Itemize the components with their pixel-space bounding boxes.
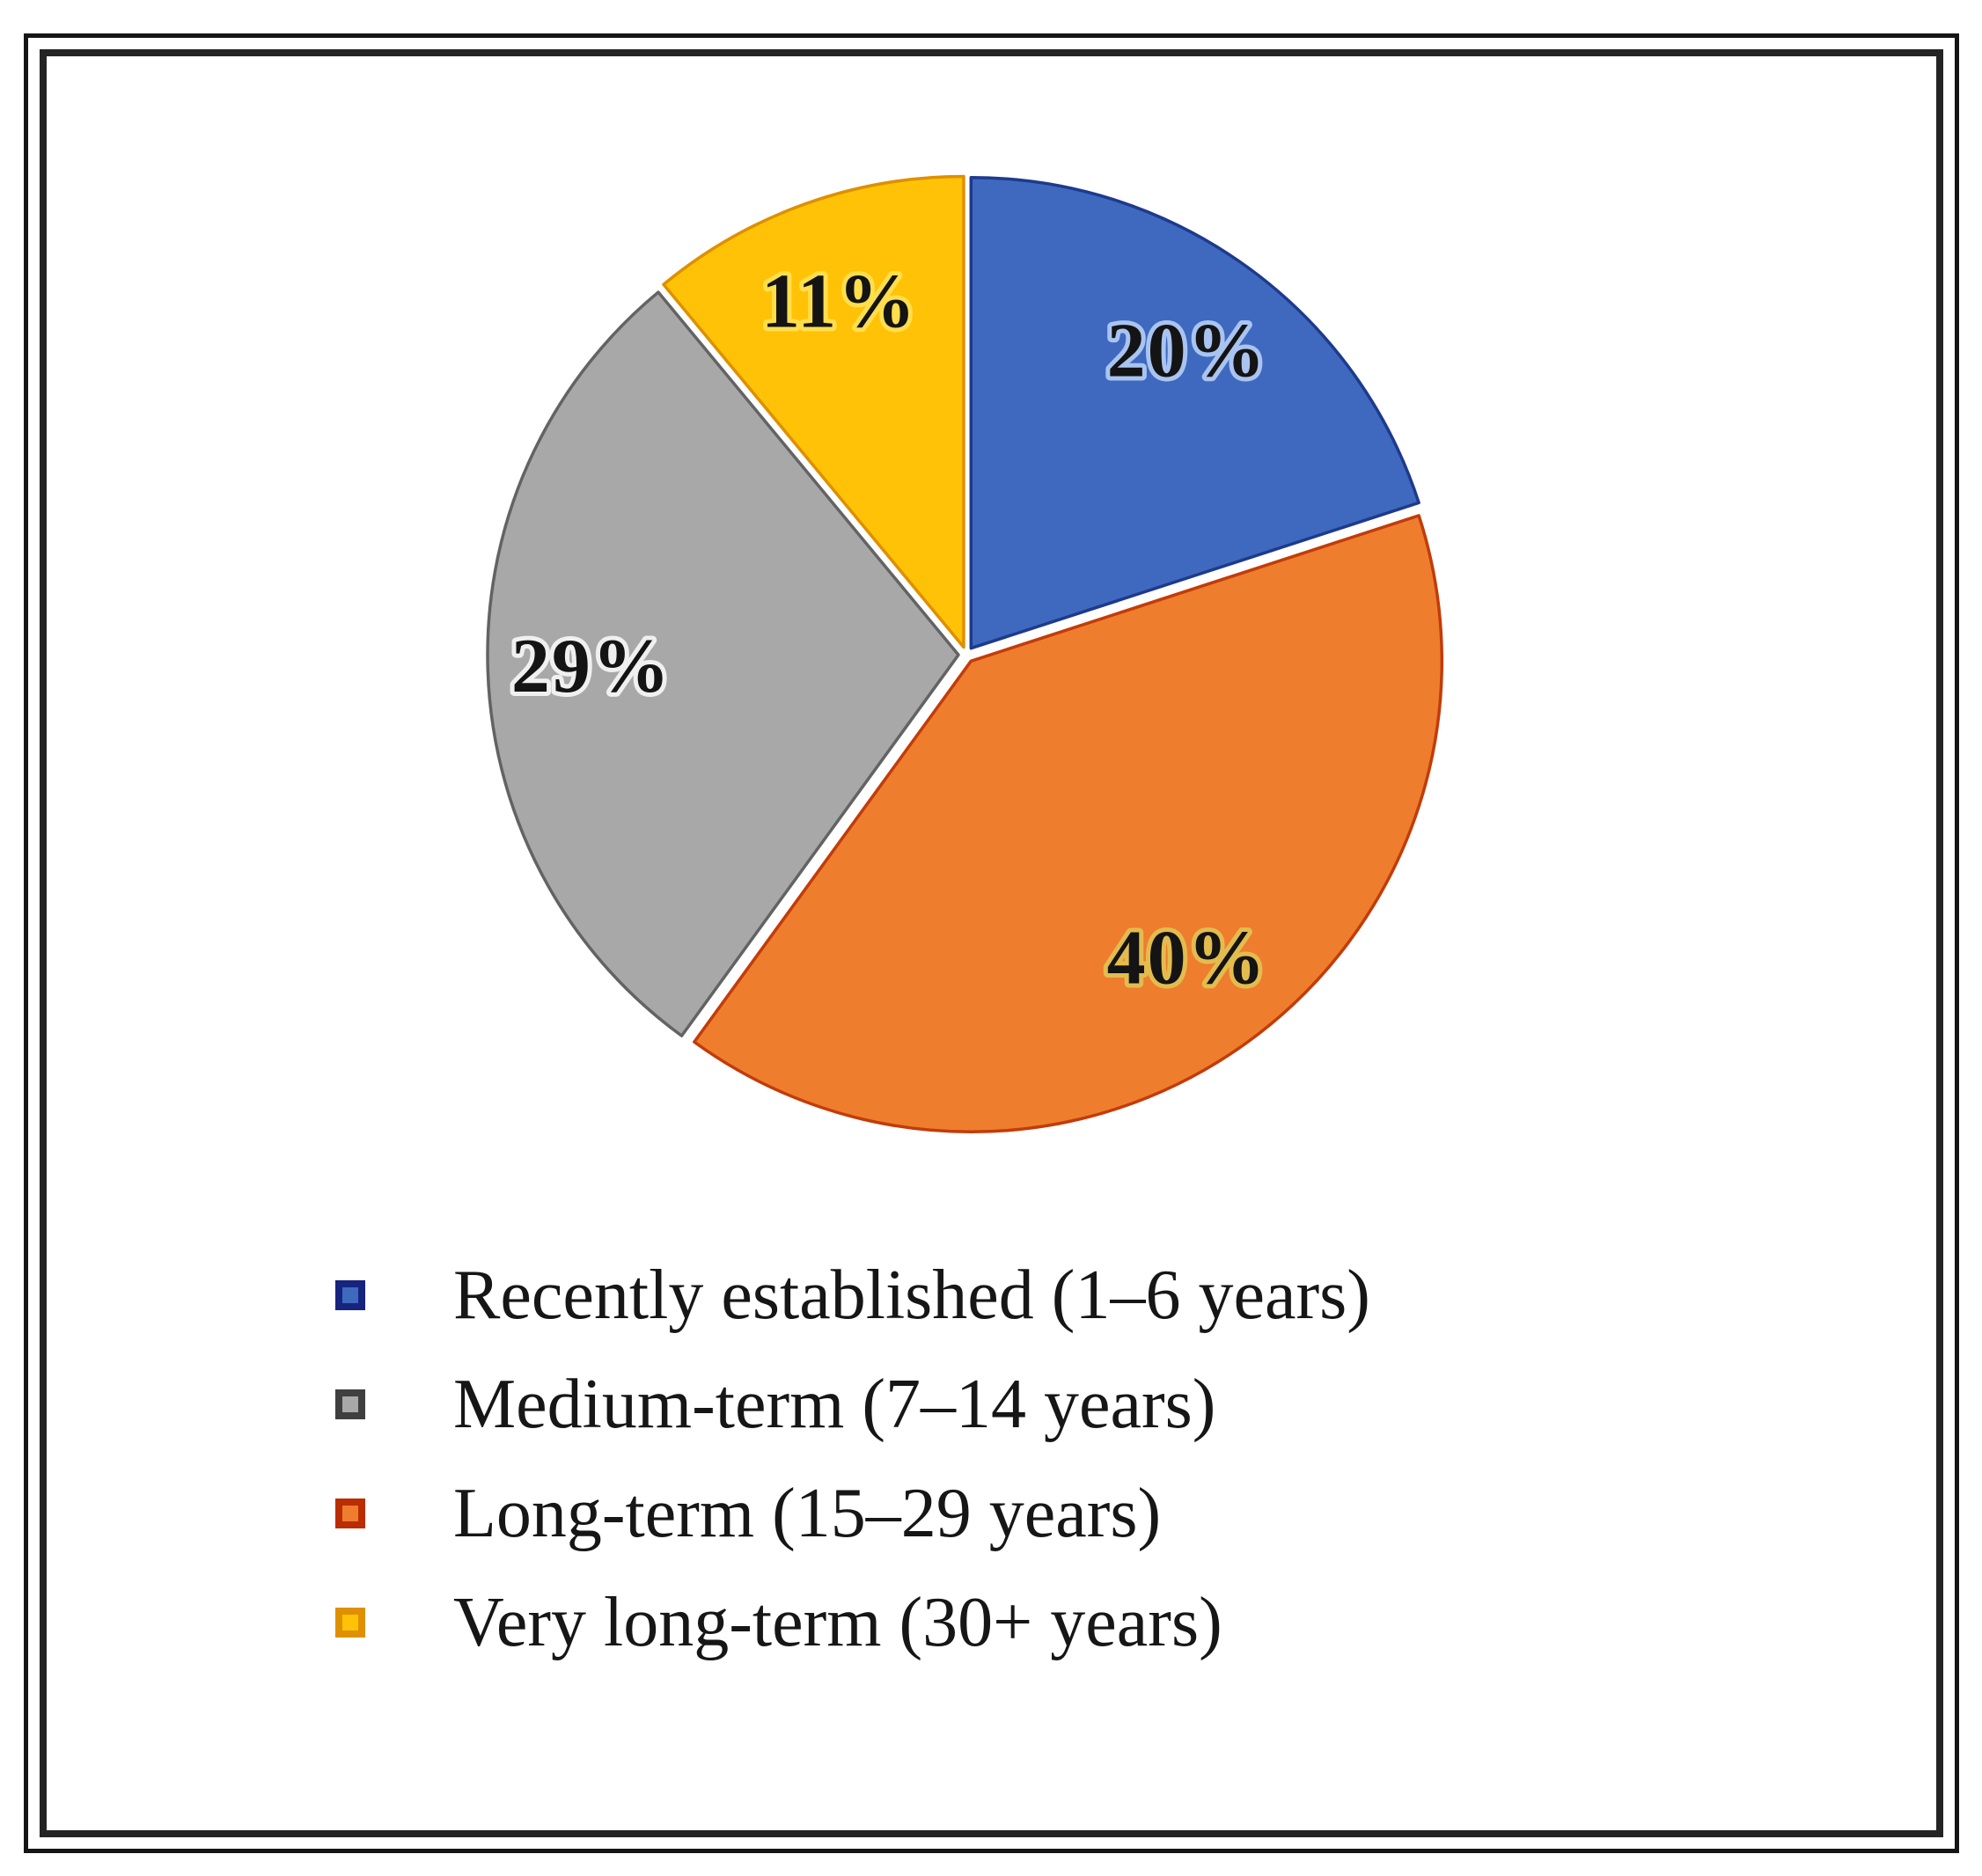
pie-slice-long-term-15-29-years [693,514,1444,1133]
pie-slice-recently-established-1-6-years [969,175,1420,650]
pie-slice-percent-label: 11% [761,259,917,344]
figure-inner-border [40,49,1943,1837]
pie-slice-percent-label: 20% [1107,309,1267,394]
pie-slice-percent-label: 40% [1107,915,1267,1000]
pie-slice-percent-label: 29% [511,624,672,709]
figure-outer-border [24,33,1959,1853]
pie-slice-very-long-term-30-years [662,174,965,649]
pie-slice-medium-term-7-14-years [486,290,960,1037]
